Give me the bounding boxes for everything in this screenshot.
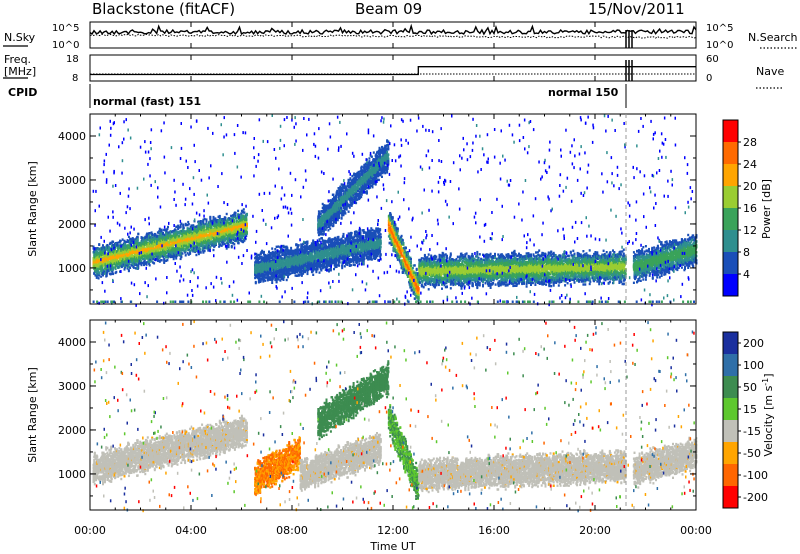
power-colorbar-segment [723, 230, 738, 252]
date-title: 15/Nov/2011 [588, 0, 685, 18]
velocity-colorbar-segment [723, 464, 738, 486]
velocity-panel: 1000 2000 3000 4000 Slant Range [km] 200 100… [26, 319, 775, 513]
velocity-colorbar-segment [723, 442, 738, 464]
noise-search-line [89, 33, 697, 39]
velocity-colorbar-segment [723, 354, 738, 376]
nave-tick-bottom: 0 [706, 73, 712, 84]
power-ytick-label: 3000 [58, 174, 86, 187]
cpid-label: CPID [8, 86, 37, 99]
power-colorbar-segment [723, 208, 738, 230]
power-panel: 1000 2000 3000 4000 Slant Range [km] 28 24 20… [26, 113, 773, 307]
power-colorbar-segment [723, 274, 738, 296]
time-axis-label: Time UT [369, 540, 415, 553]
noise-right-tick-top: 10^5 [706, 23, 733, 34]
power-colorbar-segment [723, 186, 738, 208]
station-title: Blackstone (fitACF) [92, 0, 235, 18]
time-tick-label: 08:00 [276, 524, 308, 537]
velocity-colorbar-tick: 15 [743, 403, 757, 416]
velocity-ytick-label: 2000 [58, 424, 86, 437]
cpid-second: normal 150 [548, 86, 619, 99]
velocity-colorbar-segment [723, 332, 738, 354]
freq-label-2: [MHz] [4, 65, 36, 78]
power-colorbar-segment [723, 142, 738, 164]
velocity-colorbar-segment [723, 486, 738, 508]
time-tick-label: 00:00 [680, 524, 712, 537]
velocity-ylabel: Slant Range [km] [26, 367, 39, 463]
velocity-ytick-label: 3000 [58, 380, 86, 393]
power-colorbar-segment [723, 120, 738, 142]
time-tick-label: 20:00 [579, 524, 611, 537]
time-tick-label: 04:00 [175, 524, 207, 537]
time-tick-label: 00:00 [74, 524, 106, 537]
cpid-first: normal (fast) 151 [93, 95, 201, 108]
power-colorbar-segment [723, 252, 738, 274]
noise-right-tick-bottom: 10^0 [706, 40, 733, 51]
velocity-colorbar-tick: -100 [743, 469, 768, 482]
freq-line [90, 66, 696, 76]
noise-sky-line [89, 23, 697, 36]
nave-tick-top: 60 [706, 54, 719, 65]
freq-label-1: Freq. [4, 53, 31, 66]
noise-right-label: N.Search [748, 31, 798, 44]
power-colorbar-tick: 12 [743, 224, 757, 237]
power-ylabel: Slant Range [km] [26, 161, 39, 257]
velocity-colorbar-segment [723, 420, 738, 442]
power-colorbar-label: Power [dB] [760, 179, 773, 239]
power-colorbar-tick: 4 [743, 268, 750, 281]
power-ytick-label: 2000 [58, 218, 86, 231]
velocity-ytick-label: 4000 [58, 336, 86, 349]
power-colorbar-tick: 8 [743, 246, 750, 259]
power-ytick-label: 4000 [58, 130, 86, 143]
power-colorbar-tick: 24 [743, 158, 757, 171]
velocity-ytick-label: 1000 [58, 468, 86, 481]
time-tick-label: 16:00 [478, 524, 510, 537]
nave-label: Nave [756, 65, 784, 78]
velocity-colorbar-tick: 100 [743, 359, 764, 372]
noise-tick-top: 10^5 [52, 23, 79, 34]
velocity-colorbar-segment [723, 376, 738, 398]
freq-tick-top: 18 [66, 54, 79, 65]
power-colorbar-tick: 28 [743, 136, 757, 149]
velocity-colorbar-tick: 200 [743, 337, 764, 350]
power-ytick-label: 1000 [58, 262, 86, 275]
velocity-colorbar-segment [723, 398, 738, 420]
velocity-colorbar-tick: -200 [743, 491, 768, 504]
noise-tick-bottom: 10^0 [52, 40, 79, 51]
velocity-colorbar-tick: -50 [743, 447, 761, 460]
cpid-panel: CPID normal (fast) 151 normal 150 [8, 84, 627, 108]
freq-panel: Freq. [MHz] 18 8 60 0 Nave [3, 53, 784, 89]
beam-title: Beam 09 [355, 0, 422, 18]
velocity-colorbar-tick: 50 [743, 381, 757, 394]
noise-panel: N.Sky 10^5 10^0 10^5 10^0 N.Search [3, 21, 798, 51]
time-axis: 00:00 04:00 08:00 12:00 16:00 20:00 00:00 [74, 22, 712, 537]
power-colorbar-tick: 16 [743, 202, 757, 215]
velocity-colorbar-label: Velocity [m s-1] [761, 373, 775, 456]
noise-left-label: N.Sky [4, 31, 36, 44]
power-colorbar-segment [723, 164, 738, 186]
velocity-colorbar-tick: -15 [743, 425, 761, 438]
time-tick-label: 12:00 [377, 524, 409, 537]
freq-tick-bottom: 8 [72, 73, 78, 84]
power-colorbar-tick: 20 [743, 180, 757, 193]
